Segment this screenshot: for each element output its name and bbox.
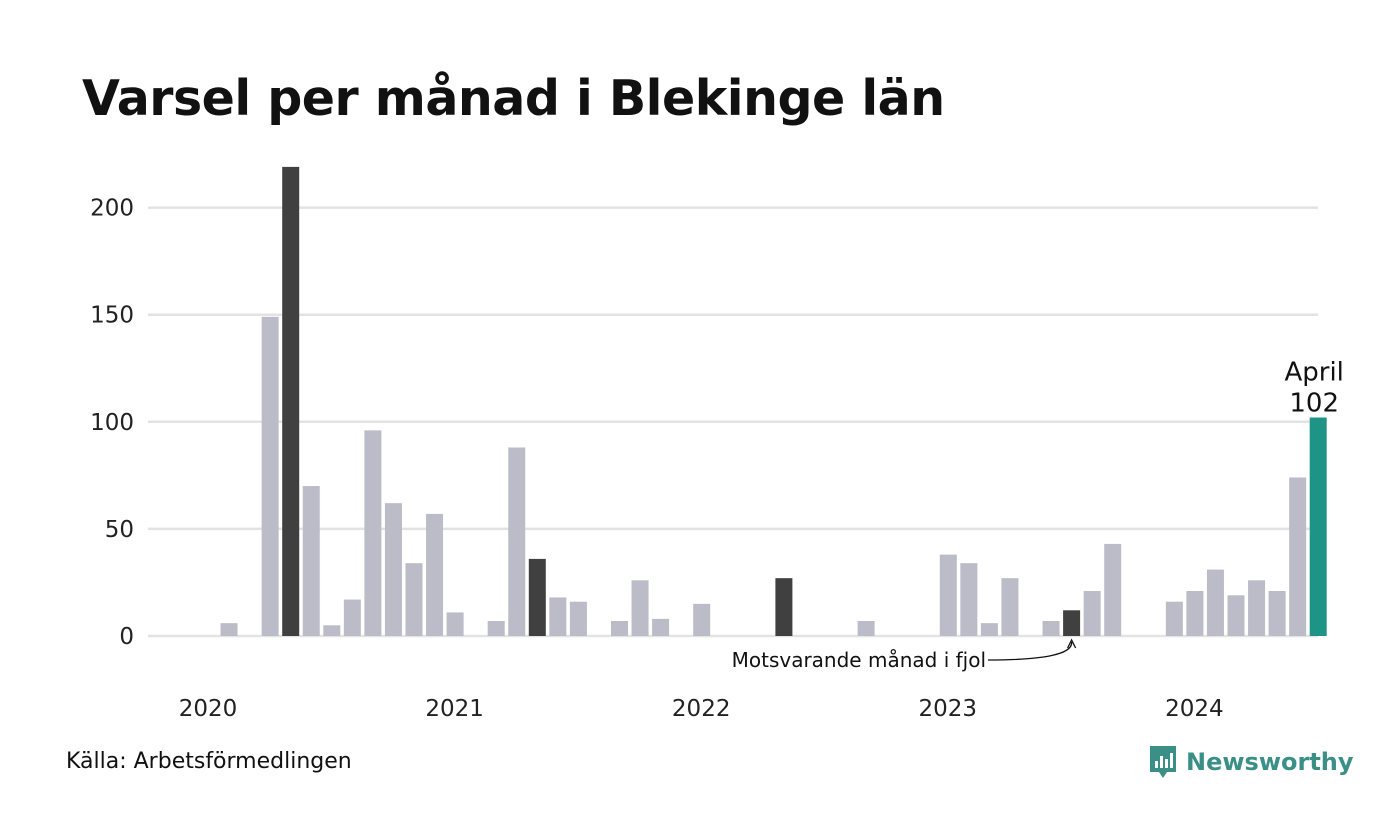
y-tick-label: 0: [119, 624, 134, 650]
gridlines: [148, 206, 1318, 638]
bar: [487, 621, 505, 636]
bar: [549, 597, 567, 636]
bar: [569, 601, 587, 636]
bar: [261, 316, 279, 636]
bar: [1001, 578, 1019, 636]
bar-same-month-previous-year: [1063, 610, 1081, 636]
bar: [323, 625, 341, 636]
previous-year-annotation: Motsvarande månad i fjol: [732, 648, 986, 672]
bar: [508, 447, 526, 636]
bar: [220, 623, 238, 636]
bar: [426, 513, 444, 636]
brand-name: Newsworthy: [1186, 748, 1354, 776]
bar: [1248, 580, 1266, 636]
bar: [939, 554, 957, 636]
y-tick-label: 100: [90, 410, 134, 436]
bar-chart: 0 50 100 150 200 2020 2021 2022 2023 2024 April1…: [90, 166, 1344, 722]
bar-same-month-previous-year: [775, 578, 793, 636]
page-title: Varsel per månad i Blekinge län: [82, 70, 945, 127]
bar: [631, 580, 649, 636]
bar-current-month: [1309, 417, 1327, 636]
bars: [220, 166, 1327, 637]
bar: [1289, 477, 1307, 636]
x-tick-label: 2023: [919, 696, 978, 722]
bar: [1186, 591, 1204, 636]
annotation-arrow-head: [1067, 638, 1077, 649]
bar: [343, 599, 361, 636]
y-tick-label: 200: [90, 196, 134, 222]
y-tick-label: 150: [90, 303, 134, 329]
bar-same-month-previous-year: [528, 558, 546, 636]
bar: [1083, 591, 1101, 636]
bar: [960, 563, 978, 636]
bar: [693, 603, 711, 636]
bar: [857, 621, 875, 636]
x-tick-label: 2024: [1165, 696, 1224, 722]
bar: [302, 486, 320, 636]
bar: [384, 503, 402, 636]
y-tick-label: 50: [105, 517, 134, 543]
x-tick-label: 2020: [179, 696, 238, 722]
x-axis-ticks: 2020 2021 2022 2023 2024: [179, 696, 1224, 722]
annotation-arrow: [987, 641, 1073, 661]
bar-same-month-previous-year: [282, 166, 300, 637]
bar: [1206, 569, 1224, 636]
bar: [446, 612, 464, 636]
bar: [1227, 595, 1245, 636]
bar: [1165, 601, 1183, 636]
current-month-label: April: [1284, 358, 1343, 388]
bar: [405, 563, 423, 636]
bar: [611, 621, 628, 636]
bar: [980, 623, 998, 636]
bar: [364, 430, 382, 636]
source-label: Källa: Arbetsförmedlingen: [66, 749, 352, 774]
brand-logo: Newsworthy: [1148, 744, 1354, 780]
bar: [652, 618, 670, 636]
x-tick-label: 2021: [425, 696, 484, 722]
bar: [1104, 543, 1122, 636]
newsworthy-logo-icon: [1150, 746, 1176, 778]
y-axis-ticks: 0 50 100 150 200: [90, 196, 134, 650]
current-value-label: 102: [1289, 389, 1339, 419]
bar: [1042, 621, 1060, 636]
x-tick-label: 2022: [672, 696, 731, 722]
bar: [1268, 591, 1286, 636]
